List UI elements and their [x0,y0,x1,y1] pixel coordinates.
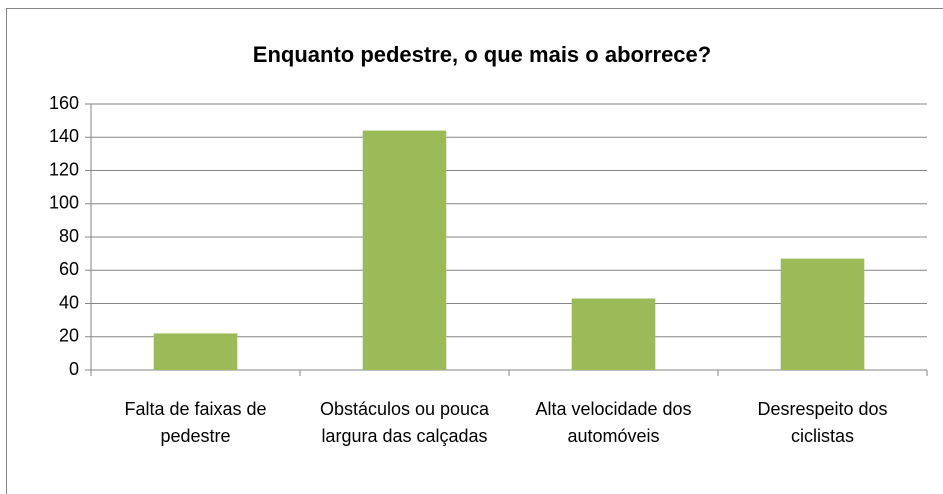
bar [780,258,865,370]
y-tick-label: 0 [69,359,79,379]
chart-border [6,8,943,494]
y-tick-label: 60 [59,259,79,279]
y-tick-label: 140 [49,126,79,146]
x-tick-label: Falta de faixas de pedestre [124,399,266,446]
y-tick-label: 100 [49,193,79,213]
x-tick-label: Desrespeito dos ciclistas [757,399,887,446]
y-tick-label: 160 [49,93,79,113]
y-tick-label: 40 [59,292,79,312]
y-tick-label: 120 [49,159,79,179]
y-tick-label: 20 [59,326,79,346]
x-tick-label: Alta velocidade dos automóveis [535,399,691,446]
bar [362,130,447,370]
bar [571,298,656,370]
x-tick-label: Obstáculos ou pouca largura das calçadas [320,399,490,446]
bar [153,333,238,370]
y-tick-label: 80 [59,226,79,246]
chart-title: Enquanto pedestre, o que mais o aborrece… [253,42,711,67]
